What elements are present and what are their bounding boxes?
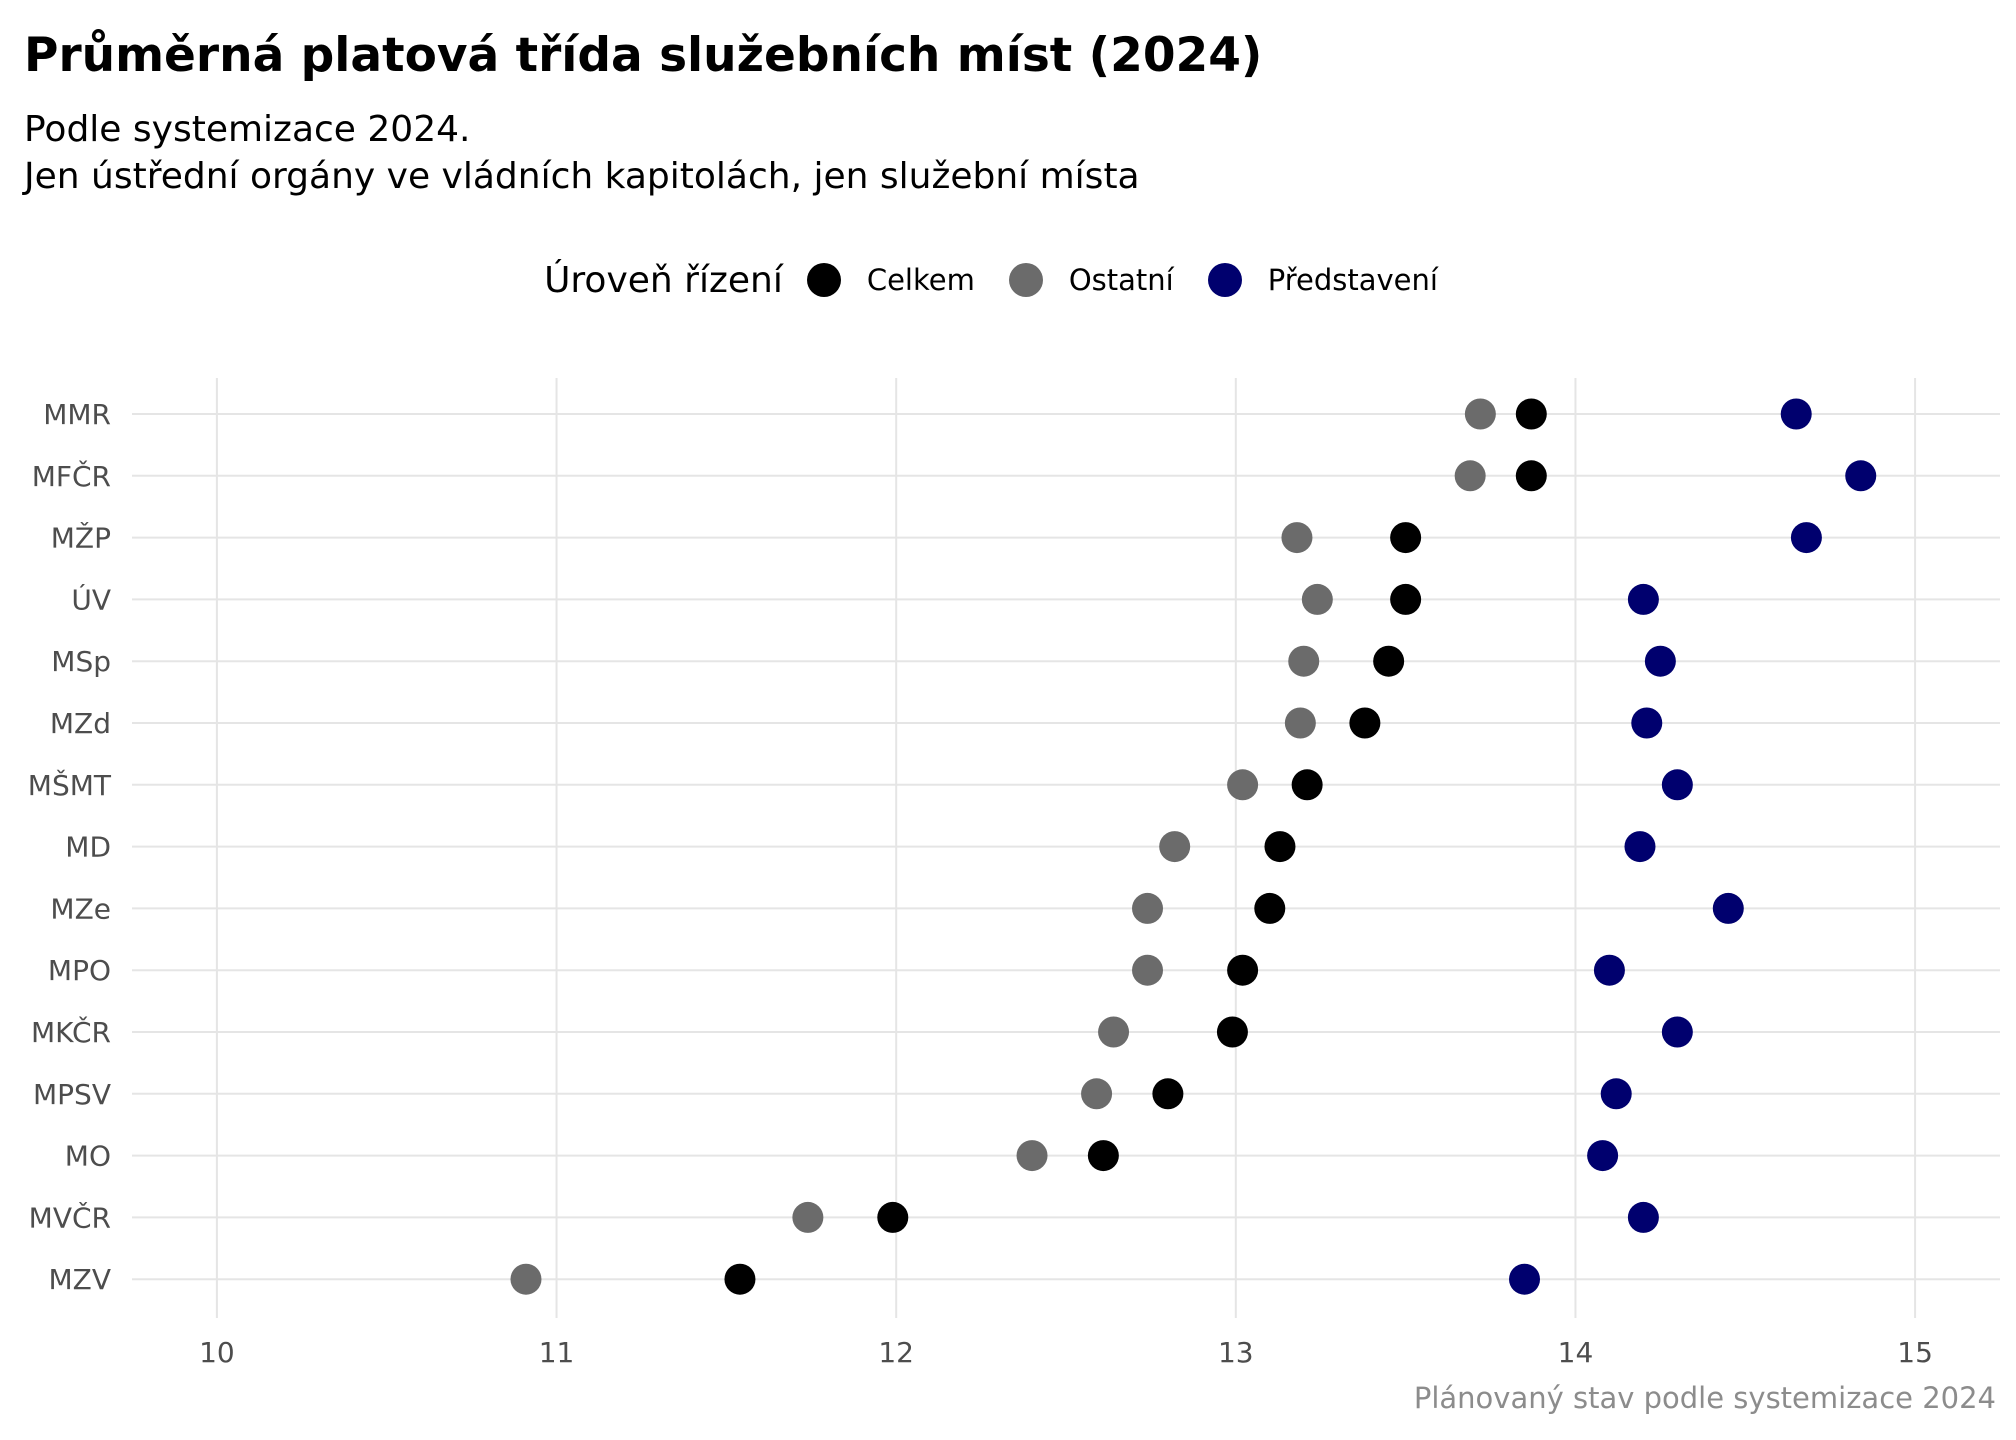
y-tick-label: MŠMT xyxy=(28,768,112,802)
data-point-ostatní xyxy=(1132,954,1164,986)
data-point-ostatní xyxy=(792,1201,824,1233)
legend-label-predstaveni: Představení xyxy=(1267,263,1438,297)
y-tick-label: MŽP xyxy=(51,521,111,555)
y-tick-label: MZe xyxy=(50,892,111,925)
legend-label-celkem: Celkem xyxy=(866,263,975,297)
data-point-představení xyxy=(1644,645,1676,677)
data-point-celkem xyxy=(877,1201,909,1233)
x-tick-label: 11 xyxy=(539,1336,575,1369)
y-tick-label: MMR xyxy=(43,398,111,431)
data-point-celkem xyxy=(1254,892,1286,924)
legend-swatch-ostatni xyxy=(1008,263,1043,297)
data-point-ostatní xyxy=(1464,398,1496,430)
y-tick-label: MVČR xyxy=(29,1200,111,1234)
y-tick-label: ÚV xyxy=(71,582,111,616)
data-point-představení xyxy=(1627,583,1659,615)
data-point-představení xyxy=(1631,707,1663,739)
data-point-představení xyxy=(1661,769,1693,801)
data-point-ostatní xyxy=(1098,1016,1130,1048)
data-point-celkem xyxy=(1264,831,1296,863)
y-tick-label: MPSV xyxy=(33,1078,111,1111)
data-point-ostatní xyxy=(1081,1078,1113,1110)
data-point-představení xyxy=(1712,892,1744,924)
data-point-celkem xyxy=(1227,954,1259,986)
data-point-ostatní xyxy=(1454,460,1486,492)
y-tick-label: MZV xyxy=(49,1263,112,1296)
chart-subtitle: Podle systemizace 2024. Jen ústřední org… xyxy=(24,106,1140,200)
data-point-ostatní xyxy=(1227,769,1259,801)
subtitle-line-1: Podle systemizace 2024. xyxy=(24,109,471,150)
legend-item-celkem: Celkem xyxy=(806,263,975,297)
data-point-celkem xyxy=(1373,645,1405,677)
legend-label-ostatni: Ostatní xyxy=(1068,263,1174,297)
data-point-celkem xyxy=(1291,769,1323,801)
data-point-představení xyxy=(1845,460,1877,492)
data-point-představení xyxy=(1780,398,1812,430)
data-point-představení xyxy=(1600,1078,1632,1110)
subtitle-line-2: Jen ústřední orgány ve vládních kapitolá… xyxy=(24,156,1140,197)
y-tick-label: MO xyxy=(65,1140,111,1173)
data-point-ostatní xyxy=(1281,522,1313,554)
data-point-ostatní xyxy=(1288,645,1320,677)
x-tick-label: 15 xyxy=(1897,1336,1933,1369)
data-point-celkem xyxy=(1087,1140,1119,1172)
chart-caption: Plánovaný stav podle systemizace 2024 xyxy=(1413,1381,1996,1415)
x-tick-label: 12 xyxy=(878,1336,914,1369)
data-point-celkem xyxy=(724,1263,756,1295)
legend-item-predstaveni: Představení xyxy=(1207,263,1438,297)
data-point-ostatní xyxy=(1301,583,1333,615)
y-tick-label: MD xyxy=(65,831,111,864)
data-point-ostatní xyxy=(1132,892,1164,924)
data-point-celkem xyxy=(1152,1078,1184,1110)
data-point-představení xyxy=(1509,1263,1541,1295)
data-point-celkem xyxy=(1390,583,1422,615)
data-point-ostatní xyxy=(1159,831,1191,863)
data-point-ostatní xyxy=(1284,707,1316,739)
data-point-celkem xyxy=(1349,707,1381,739)
data-point-představení xyxy=(1624,831,1656,863)
data-point-celkem xyxy=(1515,398,1547,430)
data-point-ostatní xyxy=(510,1263,542,1295)
x-tick-label: 14 xyxy=(1558,1336,1594,1369)
data-point-celkem xyxy=(1515,460,1547,492)
legend-swatch-celkem xyxy=(806,263,841,297)
y-tick-label: MZd xyxy=(50,707,111,740)
legend-swatch-predstaveni xyxy=(1207,263,1242,297)
y-tick-label: MPO xyxy=(48,954,111,987)
y-tick-label: MSp xyxy=(51,645,111,678)
y-tick-label: MFČR xyxy=(32,459,111,493)
data-point-celkem xyxy=(1216,1016,1248,1048)
y-tick-label: MKČR xyxy=(31,1015,111,1049)
legend: Úroveň řízení Celkem Ostatní Představení xyxy=(0,250,2016,310)
data-point-představení xyxy=(1661,1016,1693,1048)
x-tick-label: 13 xyxy=(1218,1336,1254,1369)
data-point-celkem xyxy=(1390,522,1422,554)
data-point-představení xyxy=(1790,522,1822,554)
data-point-představení xyxy=(1587,1140,1619,1172)
data-point-ostatní xyxy=(1016,1140,1048,1172)
legend-item-ostatni: Ostatní xyxy=(1008,263,1174,297)
chart-title: Průměrná platová třída služebních míst (… xyxy=(24,28,1263,83)
x-tick-label: 10 xyxy=(199,1336,235,1369)
data-point-představení xyxy=(1593,954,1625,986)
legend-title: Úroveň řízení xyxy=(544,259,783,301)
data-point-představení xyxy=(1627,1201,1659,1233)
